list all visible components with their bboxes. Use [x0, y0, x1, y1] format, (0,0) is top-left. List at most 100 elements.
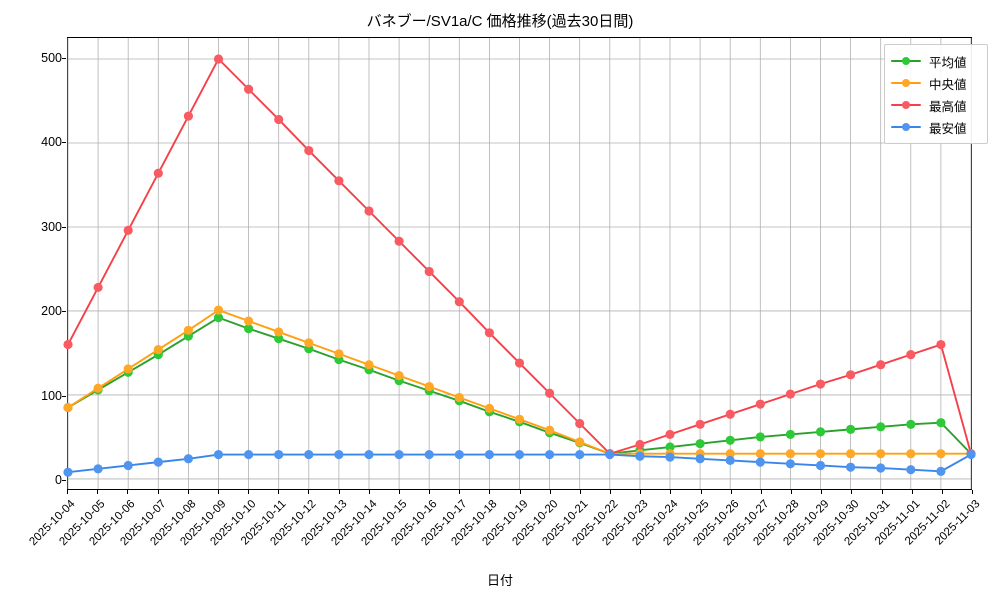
data-point-marker — [93, 383, 103, 393]
x-tick-mark — [187, 490, 189, 494]
data-point-marker — [725, 435, 735, 445]
data-point-marker — [665, 429, 675, 439]
data-point-marker — [725, 455, 735, 466]
data-point-marker — [183, 325, 193, 335]
y-axis-ticks: 0 100 200 300 400 500 — [0, 0, 66, 600]
x-tick-mark — [579, 490, 581, 494]
data-point-marker — [63, 402, 73, 413]
data-point-marker — [695, 439, 705, 449]
data-point-marker — [123, 225, 133, 235]
x-tick-mark — [941, 490, 943, 494]
data-point-marker — [545, 425, 555, 435]
x-tick-mark — [308, 490, 310, 494]
x-tick-mark — [549, 490, 551, 494]
data-point-marker — [785, 429, 795, 439]
data-point-marker — [876, 360, 886, 370]
data-point-marker — [63, 467, 73, 477]
legend-item[interactable]: 最安値 — [891, 116, 981, 138]
grid-lines — [67, 38, 972, 489]
y-tick-label: 0 — [55, 472, 62, 487]
data-point-marker — [153, 168, 163, 178]
data-point-marker — [394, 236, 404, 246]
y-tick-mark — [62, 58, 66, 60]
legend-label: 最高値 — [929, 99, 967, 114]
data-point-marker — [123, 460, 133, 471]
legend-item[interactable]: 最高値 — [891, 94, 981, 116]
data-point-marker — [394, 371, 404, 381]
data-point-marker — [815, 427, 826, 437]
x-tick-mark — [459, 490, 461, 494]
data-point-marker — [966, 449, 976, 460]
data-point-marker — [846, 424, 856, 434]
data-point-marker — [364, 360, 374, 370]
data-point-marker — [213, 305, 224, 315]
x-tick-mark — [821, 490, 823, 494]
x-tick-mark — [127, 490, 129, 494]
x-tick-mark — [972, 490, 973, 494]
data-point-marker — [244, 316, 254, 326]
x-tick-mark — [791, 490, 792, 494]
data-point-marker — [364, 449, 374, 460]
data-point-marker — [936, 449, 946, 459]
y-tick-mark — [62, 142, 66, 144]
data-point-marker — [755, 399, 765, 409]
x-tick-mark — [338, 490, 340, 494]
y-tick-mark — [62, 226, 66, 228]
data-point-marker — [846, 462, 856, 472]
x-tick-mark — [911, 490, 913, 494]
x-tick-mark — [217, 490, 219, 494]
x-tick-mark — [730, 490, 732, 494]
data-point-marker — [695, 419, 705, 429]
y-tick-mark — [62, 311, 66, 313]
data-point-marker — [876, 463, 886, 473]
plot-area — [63, 37, 976, 490]
series-line — [67, 316, 972, 455]
data-point-marker — [63, 339, 73, 350]
legend-item[interactable]: 平均値 — [891, 50, 981, 72]
data-point-marker — [906, 419, 916, 429]
data-point-marker — [484, 449, 494, 460]
x-tick-mark — [851, 490, 853, 494]
data-point-marker — [334, 349, 344, 359]
data-point-marker — [274, 449, 284, 460]
x-tick-mark — [881, 490, 883, 494]
legend-swatch-icon — [891, 76, 921, 90]
x-tick-mark — [700, 490, 702, 494]
y-tick-label: 500 — [41, 51, 62, 66]
data-point-marker — [665, 442, 675, 452]
y-tick-label: 300 — [41, 219, 62, 234]
data-point-marker — [364, 206, 374, 216]
x-tick-mark — [67, 490, 68, 494]
legend-item[interactable]: 中央値 — [891, 72, 981, 94]
legend-swatch-icon — [891, 98, 921, 112]
data-point-marker — [815, 379, 826, 389]
x-tick-mark — [368, 490, 370, 494]
y-tick-label: 200 — [41, 304, 62, 319]
data-point-marker — [274, 334, 284, 344]
data-point-marker — [876, 449, 886, 459]
y-tick-mark — [62, 479, 66, 481]
data-point-marker — [213, 449, 224, 460]
data-point-marker — [545, 449, 555, 460]
data-point-marker — [635, 451, 645, 461]
data-point-marker — [304, 338, 314, 348]
data-point-marker — [876, 422, 886, 432]
data-point-marker — [665, 452, 675, 462]
x-tick-mark — [398, 490, 400, 494]
data-point-marker — [605, 449, 615, 460]
data-point-marker — [394, 449, 404, 460]
x-tick-mark — [610, 490, 611, 494]
data-point-marker — [514, 449, 525, 460]
data-point-marker — [575, 449, 585, 460]
data-point-marker — [454, 297, 464, 307]
data-point-marker — [846, 370, 856, 380]
data-point-marker — [484, 328, 494, 338]
data-point-marker — [183, 111, 193, 121]
data-point-marker — [906, 465, 916, 475]
x-tick-mark — [429, 490, 430, 494]
data-point-marker — [334, 449, 344, 460]
series-line — [67, 309, 972, 455]
x-tick-mark — [760, 490, 762, 494]
data-point-marker — [936, 339, 946, 350]
